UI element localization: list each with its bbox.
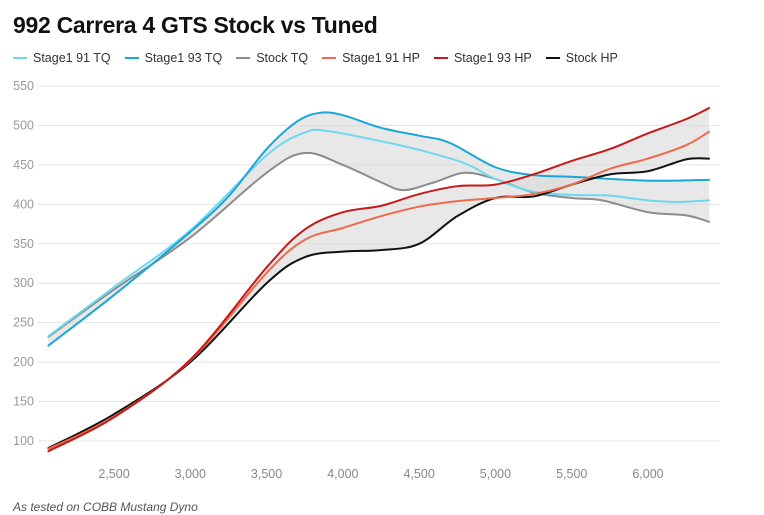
x-tick-label: 3,000 bbox=[175, 467, 206, 481]
series-line bbox=[47, 130, 711, 450]
legend-item: Stage1 91 HP bbox=[322, 51, 420, 65]
y-tick-label: 150 bbox=[13, 395, 34, 409]
y-tick-label: 200 bbox=[13, 355, 34, 369]
legend-label: Stock TQ bbox=[256, 51, 309, 65]
legend-swatch bbox=[124, 57, 139, 59]
x-tick-label: 2,500 bbox=[98, 467, 129, 481]
chart-title: 992 Carrera 4 GTS Stock vs Tuned bbox=[13, 12, 378, 38]
series-lines bbox=[47, 107, 711, 453]
legend-swatch bbox=[236, 57, 251, 59]
x-tick-label: 5,500 bbox=[556, 467, 587, 481]
legend-swatch bbox=[545, 57, 560, 59]
series-line bbox=[47, 107, 711, 453]
x-tick-label: 5,000 bbox=[480, 467, 511, 481]
y-tick-label: 250 bbox=[13, 316, 34, 330]
x-axis-ticks: 2,500 3,000 3,500 4,000 4,500 5,000 5,500 6,000 bbox=[98, 467, 663, 481]
y-tick-label: 350 bbox=[13, 237, 34, 251]
y-axis-ticks: 100 150 200 250 300 350 400 450 500 550 bbox=[13, 79, 34, 448]
legend-label: Stage1 93 HP bbox=[453, 51, 532, 65]
series-line bbox=[47, 111, 711, 347]
legend-label: Stock HP bbox=[565, 51, 618, 65]
x-tick-label: 6,000 bbox=[632, 467, 663, 481]
y-tick-label: 100 bbox=[13, 434, 34, 448]
chart-legend: Stage1 91 TQ Stage1 93 TQ Stock TQ Stage… bbox=[13, 51, 632, 65]
series-line bbox=[47, 157, 711, 450]
legend-label: Stage1 91 HP bbox=[342, 51, 420, 65]
y-tick-label: 500 bbox=[13, 118, 34, 132]
fill-areas bbox=[48, 108, 710, 452]
y-tick-label: 550 bbox=[13, 79, 34, 93]
legend-swatch bbox=[433, 57, 448, 59]
y-tick-label: 400 bbox=[13, 197, 34, 211]
legend-swatch bbox=[13, 57, 27, 59]
y-tick-label: 450 bbox=[13, 158, 34, 172]
legend-item: Stock HP bbox=[545, 51, 618, 65]
legend-label: Stage1 91 TQ bbox=[33, 51, 111, 65]
legend-item: Stage1 93 HP bbox=[433, 51, 532, 65]
fill-area bbox=[48, 112, 710, 346]
series-line bbox=[47, 151, 711, 338]
legend-label: Stage1 93 TQ bbox=[144, 51, 223, 65]
x-tick-label: 3,500 bbox=[251, 467, 282, 481]
series-line bbox=[47, 128, 711, 338]
chart-annotation: As tested on COBB Mustang Dyno bbox=[13, 500, 198, 514]
y-tick-label: 300 bbox=[13, 276, 34, 290]
legend-item: Stage1 93 TQ bbox=[124, 51, 223, 65]
legend-item: Stock TQ bbox=[236, 51, 308, 65]
x-tick-label: 4,500 bbox=[403, 467, 434, 481]
legend-swatch bbox=[322, 57, 337, 59]
legend-item: Stage1 91 TQ bbox=[13, 51, 111, 65]
x-tick-label: 4,000 bbox=[327, 467, 358, 481]
